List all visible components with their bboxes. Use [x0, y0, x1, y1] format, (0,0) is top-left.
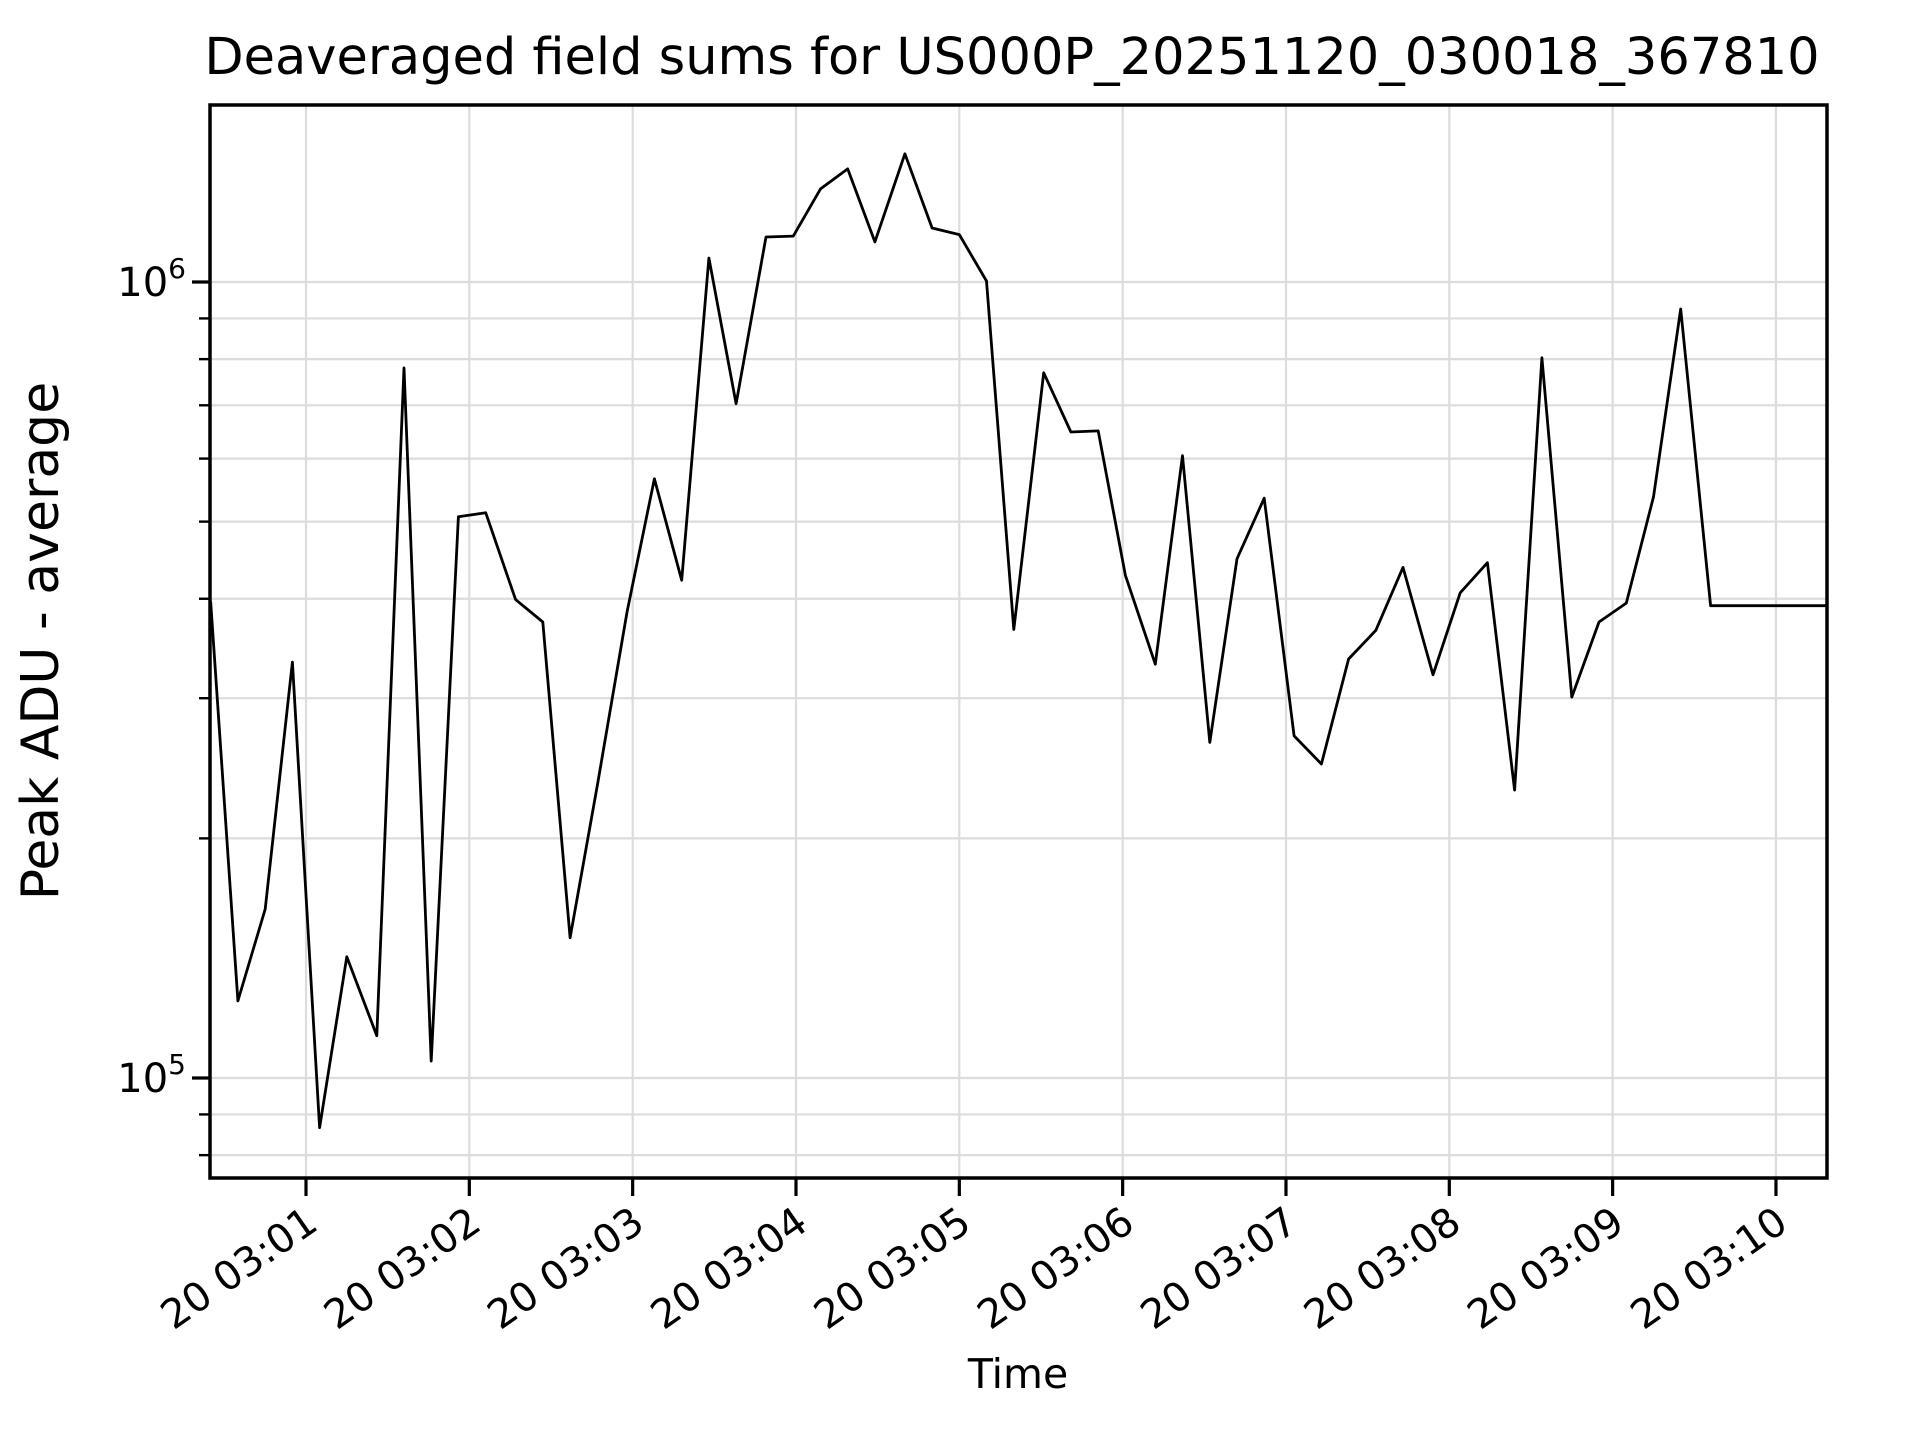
chart-title: Deaveraged field sums for US000P_2025112… — [204, 28, 1819, 87]
plot-border — [208, 103, 1829, 1180]
x-axis-label: Time — [967, 1350, 1068, 1398]
y-tick-label: 106 — [117, 252, 186, 306]
data-layer — [210, 152, 1827, 1130]
data-line — [210, 152, 1827, 1130]
y-axis-label: Peak ADU - average — [11, 382, 71, 900]
tick-layer — [192, 280, 1778, 1196]
grid-layer — [210, 105, 1827, 1178]
y-tick-label: 105 — [117, 1048, 186, 1102]
